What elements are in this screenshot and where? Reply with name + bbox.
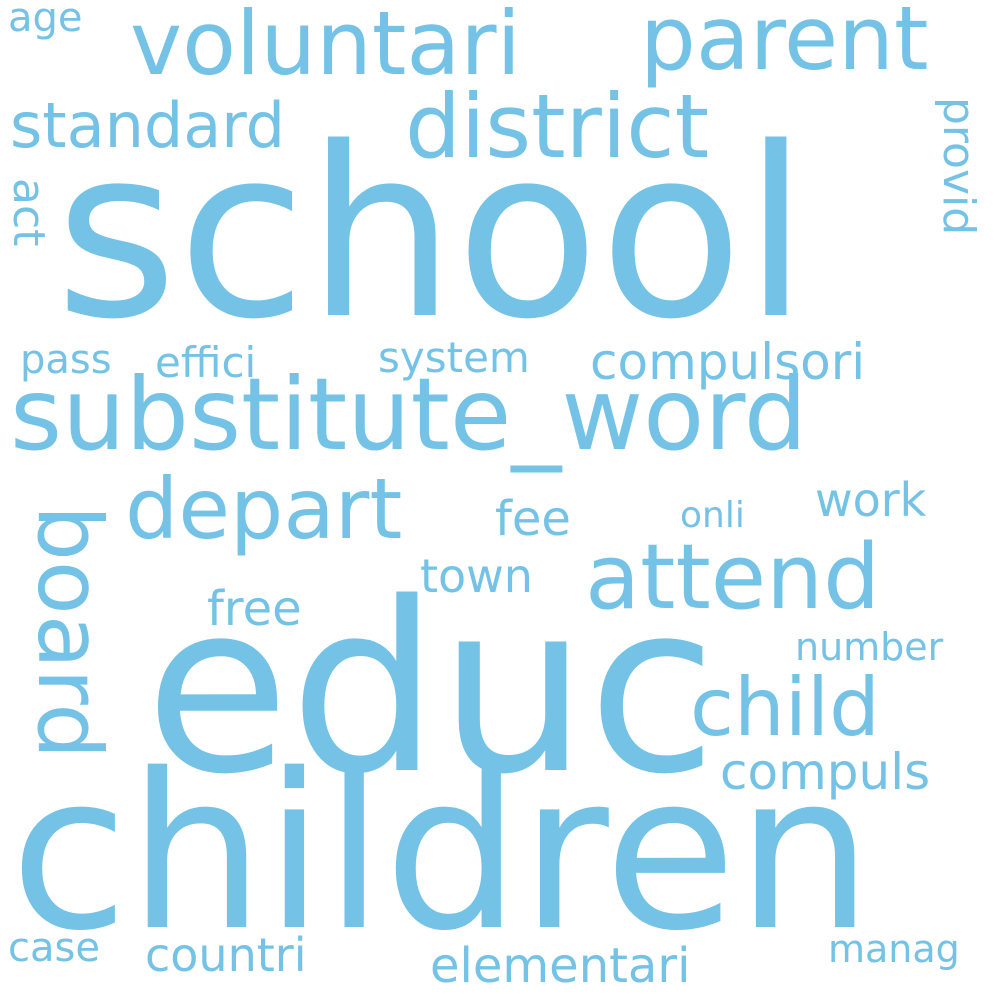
- word-parent: parent: [640, 0, 929, 90]
- word-case: case: [8, 925, 100, 971]
- word-elementari: elementari: [430, 938, 691, 994]
- word-age: age: [8, 0, 83, 41]
- word-compuls: compuls: [720, 743, 931, 801]
- word-voluntari: voluntari: [130, 0, 521, 95]
- word-number: number: [795, 625, 944, 669]
- word-substitute-word: substitute_word: [10, 356, 808, 473]
- word-child: child: [690, 661, 880, 754]
- word-system: system: [378, 333, 530, 382]
- word-act: act: [3, 178, 54, 247]
- word-school: school: [55, 98, 809, 371]
- word-children: children: [10, 727, 873, 978]
- word-onli: onli: [680, 495, 745, 536]
- word-district: district: [405, 75, 710, 178]
- word-town: town: [420, 549, 533, 603]
- word-work: work: [815, 473, 927, 527]
- word-attend: attend: [585, 525, 881, 630]
- word-free: free: [207, 581, 302, 637]
- word-board: board: [18, 505, 121, 760]
- word-effici: effici: [155, 338, 257, 387]
- word-educ: educ: [145, 553, 717, 826]
- word-pass: pass: [20, 337, 112, 383]
- word-standard: standard: [10, 89, 286, 162]
- word-countri: countri: [145, 928, 307, 982]
- word-provid: provid: [933, 97, 984, 236]
- word-compulsori: compulsori: [590, 333, 866, 391]
- word-depart: depart: [125, 460, 403, 558]
- word-fee: fee: [495, 491, 571, 547]
- word-manag: manag: [828, 927, 960, 971]
